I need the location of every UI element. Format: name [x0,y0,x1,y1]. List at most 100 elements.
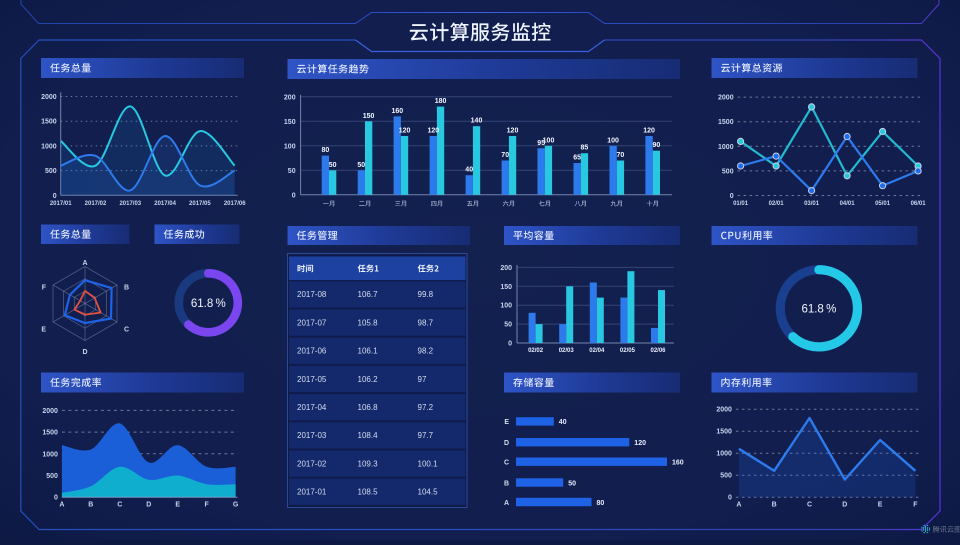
svg-text:61.8 %: 61.8 % [801,304,836,316]
svg-text:A: A [736,502,741,509]
svg-text:03/01: 03/01 [804,201,820,207]
svg-text:50: 50 [568,480,576,487]
svg-text:2000: 2000 [41,94,57,101]
svg-text:70: 70 [501,152,509,159]
svg-text:02/03: 02/03 [559,348,575,354]
svg-text:F: F [205,502,210,509]
svg-text:200: 200 [500,265,512,272]
svg-text:500: 500 [45,168,57,175]
svg-text:2017-02: 2017-02 [297,459,327,468]
svg-text:2017-04: 2017-04 [297,403,327,412]
svg-text:140: 140 [471,118,483,125]
svg-text:500: 500 [720,473,732,480]
svg-text:2000: 2000 [716,407,732,414]
svg-text:97.2: 97.2 [418,403,434,412]
svg-text:90: 90 [653,142,661,149]
svg-text:104.5: 104.5 [418,488,439,497]
svg-text:02/05: 02/05 [620,348,636,354]
svg-text:500: 500 [46,473,58,480]
svg-text:1000: 1000 [42,451,58,458]
svg-text:106.1: 106.1 [358,347,379,356]
svg-text:1500: 1500 [716,429,732,436]
svg-text:106.2: 106.2 [358,375,379,384]
svg-text:F: F [42,285,47,292]
svg-text:100: 100 [284,143,296,150]
svg-text:2017-07: 2017-07 [297,318,327,327]
svg-text:2000: 2000 [42,408,58,415]
svg-text:C: C [117,502,122,509]
svg-text:2017/05: 2017/05 [189,201,211,207]
svg-text:2017/04: 2017/04 [154,201,176,207]
svg-text:100: 100 [500,303,512,310]
svg-text:D: D [146,502,151,509]
svg-text:1000: 1000 [716,451,732,458]
svg-text:120: 120 [643,128,655,135]
svg-text:2000: 2000 [718,95,734,102]
svg-text:200: 200 [284,94,296,101]
svg-text:E: E [175,502,180,509]
svg-text:61.8 %: 61.8 % [191,298,226,310]
svg-text:E: E [878,502,883,509]
svg-text:97.7: 97.7 [418,431,434,440]
svg-text:2017-06: 2017-06 [297,347,327,356]
svg-text:50: 50 [504,322,512,329]
svg-text:02/04: 02/04 [589,348,605,354]
svg-text:D: D [842,502,847,509]
svg-text:120: 120 [427,128,439,135]
svg-text:1000: 1000 [41,143,57,150]
svg-text:0: 0 [292,192,296,199]
svg-text:105.8: 105.8 [358,318,379,327]
svg-text:50: 50 [357,162,365,169]
svg-text:2017/02: 2017/02 [85,201,107,207]
svg-text:02/02: 02/02 [528,348,544,354]
svg-text:F: F [913,502,918,509]
svg-text:65: 65 [573,155,581,162]
svg-text:150: 150 [284,119,296,126]
svg-text:80: 80 [597,500,605,507]
svg-text:150: 150 [363,113,375,120]
svg-text:G: G [233,502,239,509]
svg-text:70: 70 [617,152,625,159]
svg-text:02/06: 02/06 [650,348,666,354]
svg-text:160: 160 [672,460,684,467]
svg-text:2017-05: 2017-05 [297,375,327,384]
svg-text:C: C [807,502,812,509]
svg-text:160: 160 [391,108,403,115]
svg-text:C: C [124,327,129,334]
svg-text:120: 120 [399,128,411,135]
svg-text:E: E [41,327,46,334]
svg-text:180: 180 [435,98,447,105]
svg-text:A: A [504,500,509,507]
svg-text:D: D [82,349,87,356]
svg-text:05/01: 05/01 [875,201,891,207]
svg-text:99.8: 99.8 [418,290,434,299]
svg-text:100: 100 [543,137,555,144]
svg-text:108.4: 108.4 [358,431,379,440]
svg-text:98.2: 98.2 [418,347,434,356]
svg-text:A: A [59,502,64,509]
svg-text:2017/01: 2017/01 [50,201,72,207]
svg-text:0: 0 [728,495,732,502]
svg-text:04/01: 04/01 [840,201,856,207]
svg-text:100.1: 100.1 [418,459,439,468]
svg-text:A: A [82,260,87,267]
svg-text:98.7: 98.7 [418,318,434,327]
svg-text:01/01: 01/01 [733,201,749,207]
svg-text:95: 95 [537,140,545,147]
svg-text:E: E [504,419,509,426]
svg-text:109.3: 109.3 [358,459,379,468]
svg-text:120: 120 [507,128,519,135]
svg-text:1000: 1000 [718,144,734,151]
svg-text:150: 150 [500,284,512,291]
svg-text:500: 500 [722,168,734,175]
svg-text:1500: 1500 [42,430,58,437]
svg-text:0: 0 [54,495,58,502]
svg-text:120: 120 [634,440,646,447]
svg-text:40: 40 [465,167,473,174]
svg-text:85: 85 [581,145,589,152]
svg-text:02/01: 02/01 [769,201,785,207]
svg-text:97: 97 [418,375,427,384]
svg-text:50: 50 [288,168,296,175]
svg-text:06/01: 06/01 [911,201,927,207]
svg-text:0: 0 [53,193,57,200]
